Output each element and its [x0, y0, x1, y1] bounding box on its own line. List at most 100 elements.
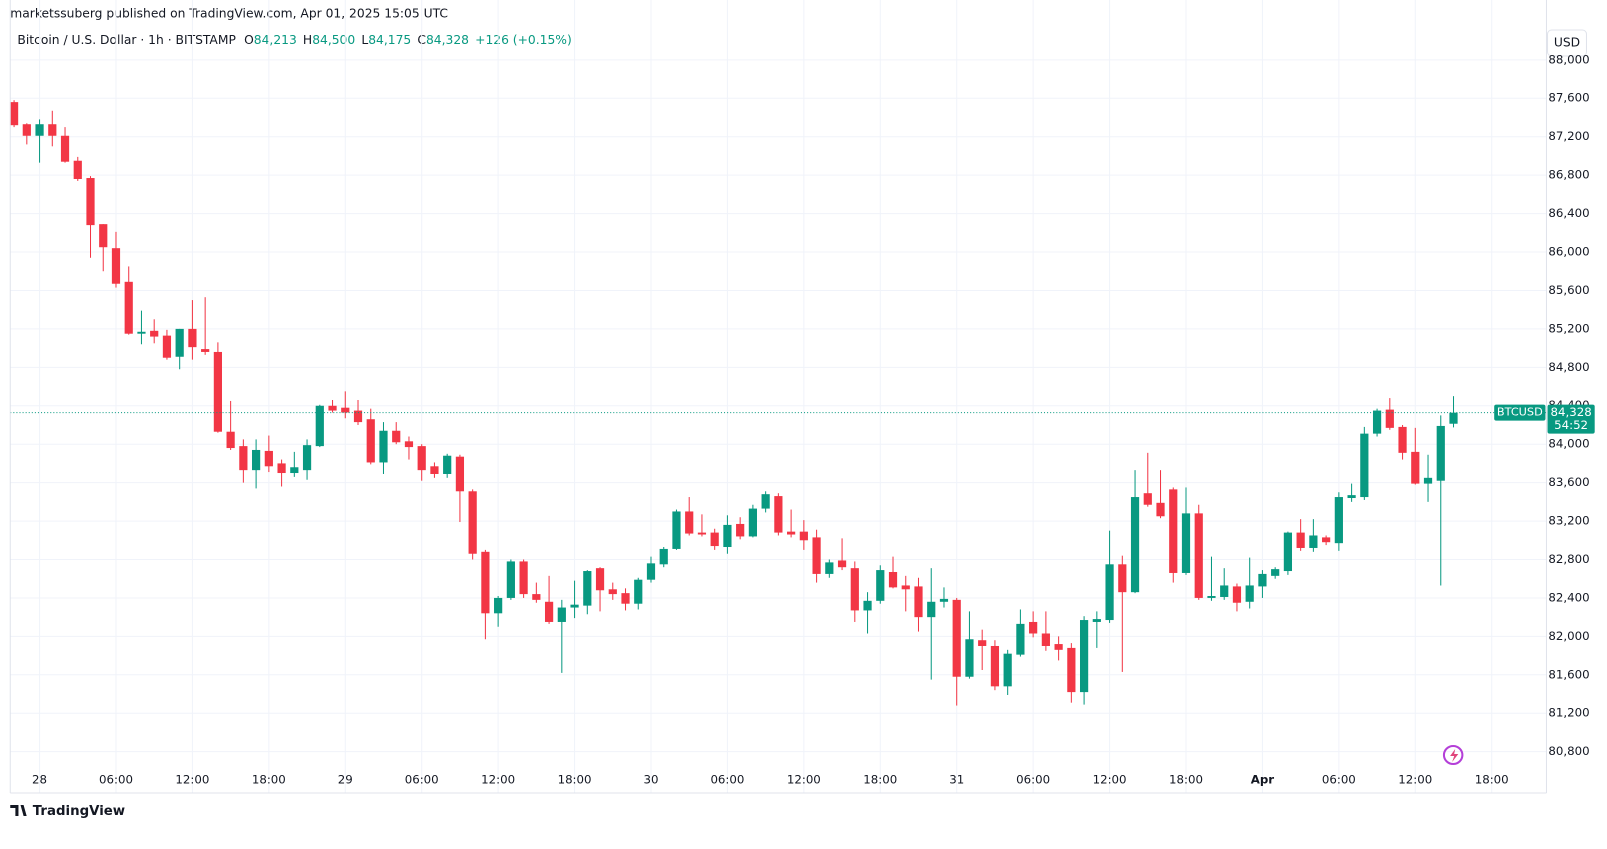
candle-body — [965, 639, 974, 677]
candle-body — [1067, 647, 1076, 693]
candle-body — [1322, 537, 1331, 543]
candle-body — [277, 463, 286, 474]
symbol-legend: Bitcoin / U.S. Dollar · 1h · BITSTAMP O84… — [17, 33, 571, 47]
logo — [10, 805, 27, 816]
candle-body — [1016, 623, 1025, 655]
x-tick-label: 12:00 — [481, 773, 515, 787]
candle-body — [1118, 564, 1127, 593]
candle-body — [736, 523, 745, 537]
y-tick-label: 86,800 — [1548, 168, 1589, 182]
candle-body — [1334, 497, 1343, 544]
candle-body — [506, 561, 515, 598]
candle-body — [213, 351, 222, 432]
candle-body — [124, 281, 133, 334]
x-tick-label: 06:00 — [710, 773, 744, 787]
ohlc-value: 84,213 — [254, 33, 297, 47]
ohlc-key: L — [361, 33, 368, 47]
candle-body — [417, 446, 426, 471]
candle-body — [850, 568, 859, 611]
candle-body — [188, 328, 197, 348]
candle-body — [863, 600, 872, 611]
x-tick-label: 12:00 — [175, 773, 209, 787]
candle-body — [723, 524, 732, 548]
candle-body — [150, 330, 159, 337]
candle-body — [1220, 585, 1229, 597]
candle-body — [1079, 620, 1089, 693]
y-tick-label: 84,800 — [1548, 360, 1589, 374]
y-tick-label: 86,400 — [1548, 206, 1589, 220]
candle-body — [1385, 409, 1394, 428]
y-tick-label: 82,400 — [1548, 591, 1589, 605]
candle-body — [812, 537, 821, 574]
candle-body — [748, 508, 758, 537]
ohlc-value: 84,175 — [368, 33, 411, 47]
candle-body — [608, 589, 617, 595]
x-tick-label: 06:00 — [99, 773, 133, 787]
currency-button[interactable] — [1547, 29, 1588, 57]
candle-body — [557, 607, 566, 622]
candle-body — [201, 349, 210, 352]
price-tag: 84,328 — [1551, 405, 1592, 419]
candle-body — [35, 124, 44, 136]
x-tick-label: 18:00 — [1475, 773, 1509, 787]
symbol-tag: BTCUSD — [1497, 406, 1543, 419]
candle-body — [252, 449, 261, 471]
candle-body — [927, 601, 936, 618]
candle-body — [685, 511, 694, 534]
y-tick-label: 86,000 — [1548, 245, 1589, 259]
candle-body — [1283, 532, 1293, 572]
candle-body — [328, 405, 337, 411]
candle-body — [837, 560, 847, 568]
candle-body — [990, 645, 1000, 687]
candle-body — [468, 491, 477, 554]
candle-body — [825, 562, 834, 574]
ohlc-key: H — [303, 33, 312, 47]
candle-body — [595, 568, 605, 591]
icon-bolt — [1450, 749, 1459, 762]
candle-body — [1130, 497, 1140, 593]
candle-body — [634, 579, 643, 604]
x-tick-label: 12:00 — [1398, 773, 1432, 787]
x-tick-label: 31 — [949, 773, 964, 787]
x-tick-label: 12:00 — [787, 773, 821, 787]
candle-body — [175, 328, 184, 357]
candle-body — [137, 331, 146, 334]
candle-body — [659, 548, 668, 565]
y-tick-label: 80,800 — [1548, 744, 1589, 758]
ohlc-value: 84,328 — [426, 33, 469, 47]
x-tick-label: 06:00 — [1322, 773, 1356, 787]
candle-body — [1360, 433, 1369, 498]
candle-body — [60, 135, 70, 162]
candle-body — [494, 597, 503, 614]
candle-body — [978, 640, 987, 646]
candle-body — [379, 430, 388, 463]
candle-body — [366, 419, 375, 463]
x-tick-label: 18:00 — [252, 773, 286, 787]
candle-body — [404, 441, 414, 448]
candle-body — [1156, 502, 1165, 517]
candle-body — [1423, 477, 1433, 484]
y-tick-label: 83,200 — [1548, 514, 1589, 528]
currency-label[interactable]: USD — [1554, 36, 1580, 50]
y-tick-label: 81,600 — [1548, 667, 1589, 681]
candle-body — [315, 405, 324, 447]
candle-body — [1041, 633, 1050, 646]
x-tick-label: 28 — [32, 773, 47, 787]
countdown: 54:52 — [1554, 418, 1588, 432]
y-tick-label: 83,600 — [1548, 475, 1589, 489]
candle-body — [519, 561, 528, 595]
candle-body — [430, 466, 439, 474]
x-tick-label: Apr — [1251, 773, 1275, 787]
candle-body — [799, 531, 808, 541]
candle-body — [1436, 425, 1445, 481]
candle-body — [646, 563, 656, 580]
x-tick-label: 12:00 — [1093, 773, 1127, 787]
candle-body — [162, 335, 172, 358]
logo-icon — [10, 805, 27, 816]
candle-body — [86, 178, 95, 226]
candle-body — [901, 585, 910, 590]
candle-body — [1143, 493, 1152, 505]
candle-body — [710, 532, 719, 547]
y-tick-label: 87,600 — [1548, 91, 1589, 105]
x-tick-label: 06:00 — [405, 773, 439, 787]
